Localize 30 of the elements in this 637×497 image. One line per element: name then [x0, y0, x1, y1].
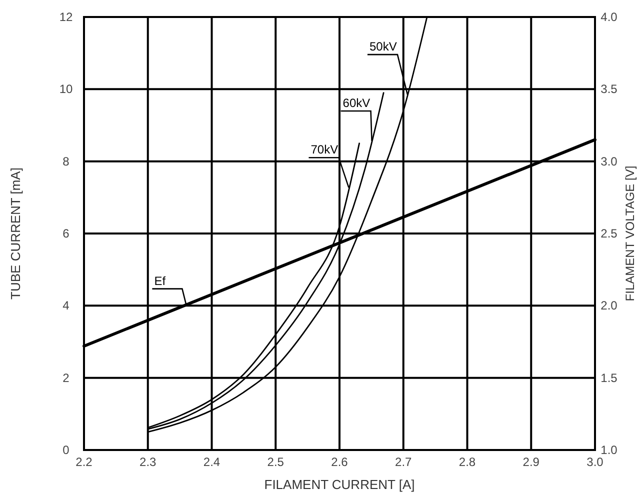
series-label: 60kV [342, 96, 370, 110]
x-tick-label: 2.5 [267, 455, 284, 469]
y-tick-label: 8 [62, 154, 70, 168]
series-label: Ef [154, 274, 166, 288]
y-tick-label: 6 [62, 226, 70, 240]
x-tick-label: 2.3 [140, 455, 157, 469]
y2-tick-label: 2.5 [600, 226, 618, 240]
y2-axis-title: FILAMENT VOLTAGE [V] [623, 166, 637, 302]
y2-tick-label: 4.0 [600, 10, 618, 24]
y2-tick-label: 1.0 [600, 443, 618, 457]
y-tick-label: 4 [62, 298, 70, 313]
y2-tick-label: 3.0 [600, 154, 618, 168]
x-tick-label: 2.9 [522, 455, 540, 469]
y-axis-title: TUBE CURRENT [mA] [8, 168, 23, 300]
x-axis-title: FILAMENT CURRENT [A] [264, 477, 415, 492]
y-tick-label: 12 [59, 10, 73, 24]
x-tick-label: 2.4 [203, 455, 220, 469]
y-tick-label: 0 [62, 443, 70, 457]
series-label: 50kV [369, 40, 397, 54]
x-tick-label: 2.2 [76, 455, 93, 469]
x-tick-label: 2.7 [395, 455, 412, 469]
series-label: 70kV [310, 142, 338, 157]
y2-tick-label: 2.0 [600, 298, 618, 313]
y-tick-label: 2 [62, 370, 70, 385]
y2-tick-label: 3.5 [600, 82, 618, 96]
y2-tick-label: 1.5 [600, 370, 618, 385]
x-tick-label: 3.0 [586, 455, 604, 469]
y-tick-label: 10 [59, 82, 73, 96]
x-tick-label: 2.6 [331, 455, 348, 469]
x-tick-label: 2.8 [458, 455, 476, 469]
